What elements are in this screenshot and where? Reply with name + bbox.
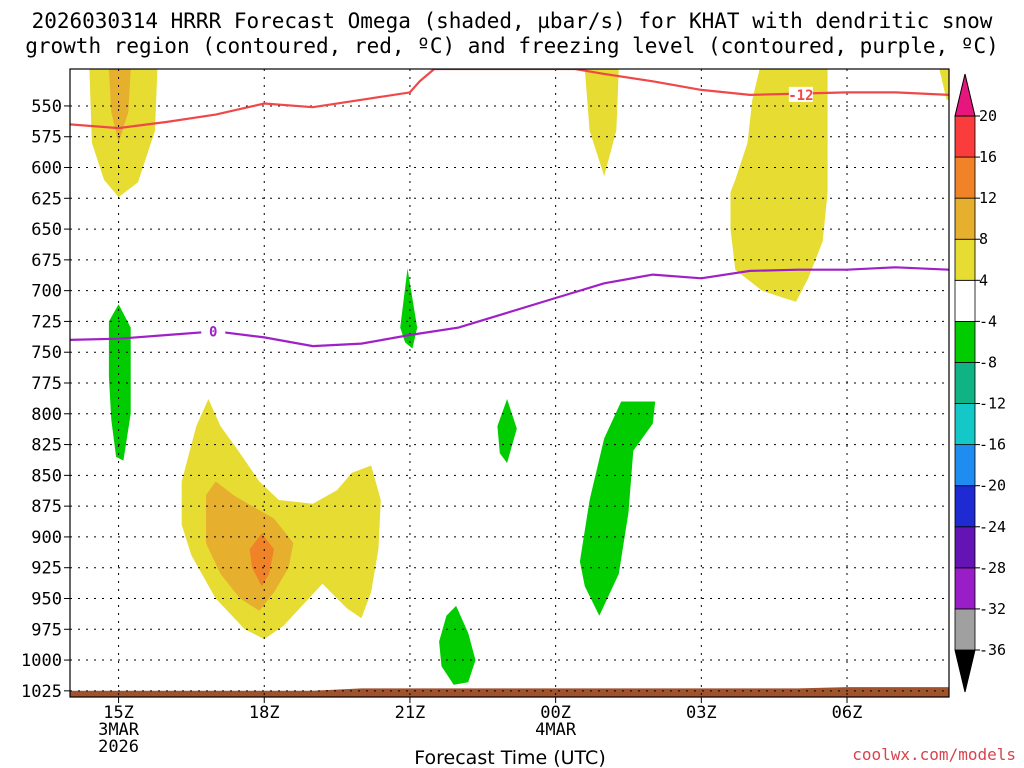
- y-tick-label-725: 725: [31, 312, 62, 332]
- y-tick-label-800: 800: [31, 405, 62, 425]
- colorbar-bin--24-to--20: [954, 485, 976, 528]
- colorbar-bin-16-to-20: [954, 115, 976, 158]
- x-tick-label-03Z: 03Z: [686, 703, 717, 723]
- title-line-1: 2026030314 HRRR Forecast Omega (shaded, …: [32, 9, 993, 33]
- y-tick-label-750: 750: [31, 343, 62, 363]
- colorbar-bin-12-to-16: [954, 156, 976, 199]
- colorbar-upper-arrow: [954, 73, 976, 117]
- dgz-contour-line-label: -12: [788, 88, 813, 104]
- colorbar-lower-arrow: [954, 649, 976, 693]
- y-tick-label-700: 700: [31, 282, 62, 302]
- colorbar: -36 -32 -28 -24 -20 -16 -12 -8 -4 4 8 12 16 20: [954, 73, 1006, 693]
- x-tick-label-18Z: 18Z: [249, 703, 280, 723]
- colorbar-label-12: 12: [979, 189, 997, 207]
- dgz-contour-line-label-bg: [788, 86, 813, 102]
- y-tick-label-550: 550: [31, 97, 62, 117]
- omega-shaded-region-4: [730, 69, 828, 302]
- freezing-level-line-label: 0: [209, 324, 217, 340]
- colorbar-bin-4-to-8: [954, 238, 976, 281]
- y-tick-label-575: 575: [31, 128, 62, 148]
- terrain-surface: [70, 687, 949, 697]
- plot-clipped-group: -12 0: [70, 69, 949, 697]
- colorbar-bin--8-to--4: [954, 320, 976, 363]
- x-tick-year-15Z: 2026: [98, 737, 139, 757]
- y-tick-label-675: 675: [31, 251, 62, 271]
- x-tick-label-06Z: 06Z: [832, 703, 863, 723]
- colorbar-bin--4-to-4: [954, 279, 976, 322]
- colorbar-bin--12-to--8: [954, 362, 976, 404]
- colorbar-label--20: -20: [979, 477, 1006, 495]
- colorbar-label-16: 16: [979, 148, 997, 166]
- colorbar-label--8: -8: [979, 353, 997, 371]
- omega-shaded-region-7: [206, 481, 294, 611]
- colorbar-label--28: -28: [979, 559, 1006, 577]
- colorbar-bin--36-to--32: [954, 608, 976, 651]
- y-tick-label-600: 600: [31, 159, 62, 179]
- x-axis-label: Forecast Time (UTC): [414, 747, 605, 768]
- omega-shaded-region-8: [249, 533, 274, 587]
- omega-shaded-region-13: [439, 605, 476, 685]
- colorbar-label--32: -32: [979, 600, 1006, 618]
- colorbar-bin--20-to--16: [954, 444, 976, 487]
- omega-shaded-region-12: [579, 401, 656, 616]
- x-tick-label-00Z: 00Z: [540, 703, 571, 723]
- title-line-2: growth region (contoured, red, ºC) and f…: [25, 34, 999, 58]
- y-tick-label-975: 975: [31, 620, 62, 640]
- omega-shaded-region-11: [497, 399, 517, 463]
- omega-shaded-region-10: [400, 268, 418, 349]
- x-tick-date-15Z: 3MAR: [98, 720, 140, 740]
- colorbar-bin-8-to-12: [954, 197, 976, 240]
- y-tick-label-1025: 1025: [21, 682, 62, 702]
- colorbar-bin--28-to--24: [954, 526, 976, 569]
- y-tick-label-900: 900: [31, 528, 62, 548]
- plot-area: -12 0 550 575 600 625 650 675 700 725 750 775 800 825…: [21, 68, 950, 757]
- x-tick-date-00Z: 4MAR: [535, 720, 577, 740]
- colorbar-label-8: 8: [979, 230, 988, 248]
- y-tick-label-925: 925: [31, 559, 62, 579]
- colorbar-label--12: -12: [979, 395, 1006, 413]
- y-tick-label-625: 625: [31, 189, 62, 209]
- colorbar-label--36: -36: [979, 641, 1006, 659]
- y-tick-label-850: 850: [31, 466, 62, 486]
- omega-shaded-region-5: [939, 69, 949, 100]
- y-tick-label-1000: 1000: [21, 651, 62, 671]
- omega-shaded-region-1: [89, 69, 158, 198]
- colorbar-label-20: 20: [979, 107, 997, 125]
- colorbar-bin--16-to--12: [954, 403, 976, 446]
- colorbar-label--4: -4: [979, 312, 997, 330]
- colorbar-label--16: -16: [979, 436, 1006, 454]
- y-tick-label-950: 950: [31, 589, 62, 609]
- freezing-level-line-label-bg: [201, 323, 226, 339]
- credit-text[interactable]: coolwx.com/models: [852, 745, 1016, 764]
- colorbar-label--24: -24: [979, 518, 1006, 536]
- colorbar-label-4: 4: [979, 271, 988, 289]
- x-tick-label-15Z: 15Z: [103, 703, 134, 723]
- x-tick-label-21Z: 21Z: [395, 703, 426, 723]
- omega-shaded-region-3: [584, 69, 619, 177]
- y-tick-label-825: 825: [31, 436, 62, 456]
- y-tick-label-650: 650: [31, 220, 62, 240]
- colorbar-bin--32-to--28: [954, 567, 976, 610]
- y-tick-label-775: 775: [31, 374, 62, 394]
- omega-shaded-region-9: [108, 304, 131, 461]
- y-tick-label-875: 875: [31, 497, 62, 517]
